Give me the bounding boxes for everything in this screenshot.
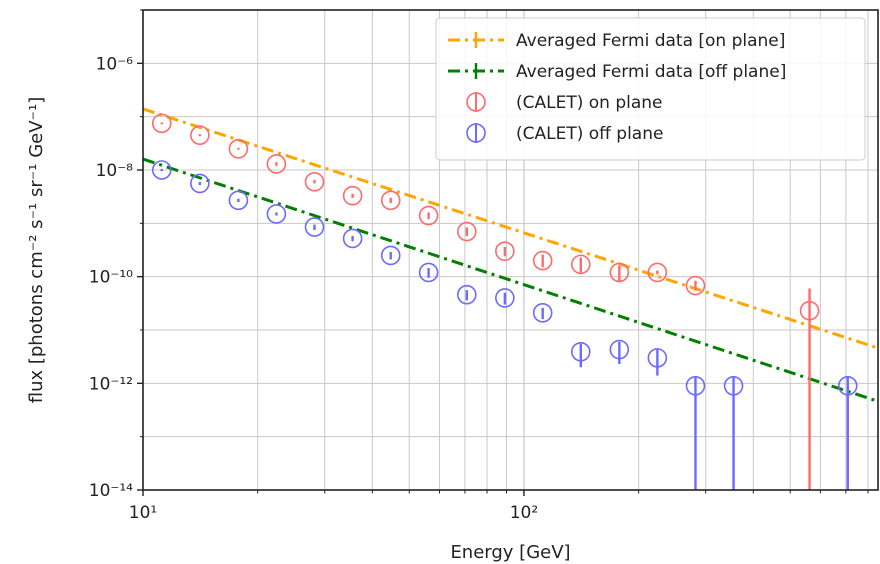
data-point: [190, 173, 210, 194]
data-point: [647, 262, 668, 283]
data-point: [532, 250, 553, 271]
data-point: [837, 375, 858, 396]
x-tick-label: 10²: [510, 503, 538, 523]
data-point: [799, 300, 820, 321]
data-point: [151, 113, 172, 134]
x-tick-label: 10¹: [129, 503, 157, 523]
data-point: [647, 348, 668, 368]
data-point: [570, 342, 591, 362]
fit-line-0: [142, 107, 879, 350]
data-point: [685, 275, 706, 296]
data-point: [457, 284, 477, 305]
legend-label: (CALET) on plane: [516, 93, 663, 113]
plot-frame: [142, 9, 879, 491]
data-point: [495, 241, 515, 262]
fit-line-1: [142, 157, 879, 403]
data-point: [495, 288, 515, 308]
data-point: [304, 172, 325, 192]
y-tick-label: 10⁻⁸: [96, 161, 134, 181]
data-point: [304, 217, 325, 237]
y-axis-label: flux [photons cm⁻² s⁻¹ sr⁻¹ GeV⁻¹]: [26, 97, 47, 404]
x-axis-label: Energy [GeV]: [450, 542, 570, 563]
data-point: [457, 221, 477, 242]
data-point: [570, 254, 591, 275]
y-tick-label: 10⁻¹⁴: [89, 481, 133, 501]
data-point: [228, 190, 249, 211]
legend-label: (CALET) off plane: [516, 124, 663, 144]
y-tick-label: 10⁻⁶: [96, 54, 134, 74]
legend-swatch-marker: [466, 92, 486, 112]
fit-lines: [142, 107, 879, 403]
data-point: [685, 375, 706, 396]
legend-box: [435, 17, 866, 161]
legend-label: Averaged Fermi data [on plane]: [516, 31, 785, 51]
data-point: [609, 339, 630, 360]
legend-swatch-marker: [466, 123, 486, 143]
data-points: [151, 113, 858, 490]
data-point: [380, 245, 401, 266]
y-tick-label: 10⁻¹²: [89, 374, 133, 394]
data-point: [723, 375, 744, 396]
data-point: [532, 303, 553, 323]
data-point: [266, 154, 287, 174]
data-point: [609, 262, 630, 283]
data-point: [418, 205, 439, 226]
y-tick-label: 10⁻¹⁰: [89, 268, 133, 288]
data-point: [418, 262, 439, 283]
data-point: [342, 185, 363, 206]
data-point: [266, 204, 287, 224]
data-point: [228, 138, 249, 159]
data-point: [151, 160, 172, 180]
data-point: [380, 190, 401, 211]
legend-label: Averaged Fermi data [off plane]: [516, 62, 786, 82]
data-point: [342, 228, 363, 249]
legend: Averaged Fermi data [on plane] Averaged F…: [435, 17, 866, 161]
data-point: [190, 125, 210, 145]
